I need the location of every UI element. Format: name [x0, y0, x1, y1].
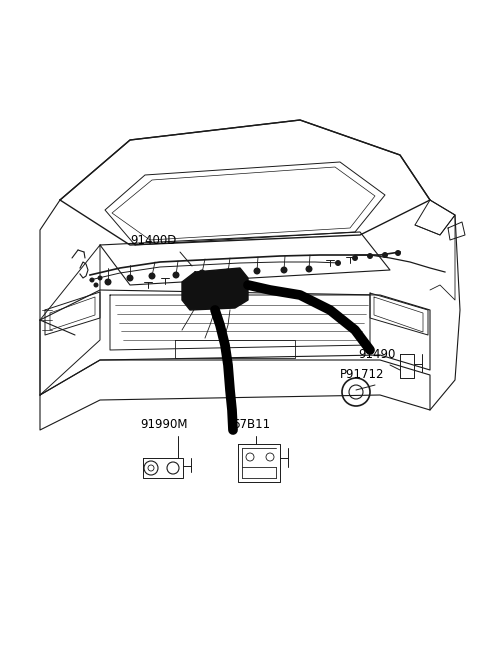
- Text: P91712: P91712: [340, 368, 384, 381]
- Circle shape: [225, 268, 231, 276]
- Circle shape: [148, 272, 156, 279]
- Circle shape: [305, 266, 312, 272]
- Text: 91990M: 91990M: [140, 418, 188, 431]
- Circle shape: [382, 252, 388, 258]
- Text: 67B11: 67B11: [232, 418, 270, 431]
- Circle shape: [94, 283, 98, 287]
- Circle shape: [127, 274, 133, 281]
- Circle shape: [280, 266, 288, 274]
- Text: 91490: 91490: [358, 348, 396, 361]
- Circle shape: [352, 255, 358, 261]
- Circle shape: [89, 277, 95, 283]
- Circle shape: [367, 253, 373, 259]
- Circle shape: [105, 279, 111, 285]
- Circle shape: [97, 276, 103, 281]
- Circle shape: [253, 268, 261, 274]
- Text: 91400D: 91400D: [130, 234, 176, 247]
- Circle shape: [172, 272, 180, 279]
- Polygon shape: [182, 268, 248, 310]
- Circle shape: [395, 250, 401, 256]
- Circle shape: [335, 260, 341, 266]
- Circle shape: [199, 270, 205, 276]
